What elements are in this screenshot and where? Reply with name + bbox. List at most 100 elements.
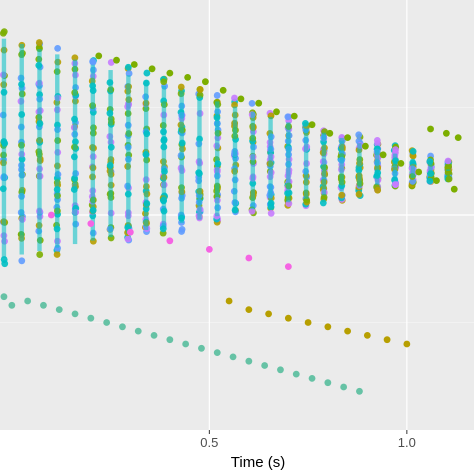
scatter-point: [304, 319, 312, 326]
scatter-point: [143, 80, 149, 231]
scatter-point: [379, 151, 387, 159]
scatter-point: [126, 75, 131, 234]
scatter-point: [71, 54, 79, 62]
scatter-point: [374, 186, 382, 194]
scatter-point: [320, 193, 328, 201]
scatter-point: [18, 257, 26, 265]
scatter-point: [426, 177, 434, 185]
scatter-point: [0, 293, 8, 301]
scatter-point: [255, 99, 263, 107]
scatter-point: [124, 235, 132, 243]
scatter-point: [8, 301, 16, 309]
scatter-point: [403, 340, 411, 348]
scatter-point: [159, 225, 167, 233]
scatter-point: [87, 314, 95, 322]
scatter-point: [95, 52, 103, 60]
x-tick-label: 1.0: [398, 435, 416, 450]
scatter-point: [286, 122, 291, 203]
scatter-point: [290, 112, 298, 120]
scatter-point: [89, 58, 97, 66]
scatter-point: [130, 61, 138, 68]
scatter-point: [250, 111, 255, 210]
scatter-point: [308, 375, 316, 382]
scatter-point: [340, 383, 348, 391]
scatter-point: [150, 332, 158, 339]
scatter-point: [409, 177, 417, 185]
scatter-point: [361, 142, 369, 150]
scatter-point: [54, 44, 62, 52]
scatter-point: [428, 164, 433, 175]
scatter-point: [383, 336, 391, 344]
scatter-point: [113, 56, 120, 64]
scatter-point: [445, 175, 453, 183]
scatter-point: [265, 310, 272, 318]
scatter-point: [0, 28, 8, 36]
scatter-point: [303, 127, 309, 199]
scatter-point: [178, 228, 185, 235]
scatter-point: [215, 101, 220, 217]
scatter-point: [87, 220, 95, 228]
scatter-point: [355, 190, 363, 198]
scatter-point: [261, 362, 269, 369]
scatter-point: [53, 251, 61, 258]
scatter-point: [245, 254, 253, 262]
scatter-point: [391, 181, 399, 188]
x-axis-title: Time (s): [231, 454, 285, 471]
scatter-point: [205, 246, 213, 253]
scatter-point: [231, 94, 238, 102]
scatter-point: [213, 349, 221, 356]
scatter-point: [355, 131, 363, 139]
scatter-point: [426, 158, 434, 165]
scatter-point: [71, 310, 79, 318]
scatter-point: [107, 59, 115, 66]
scatter-point: [182, 340, 190, 348]
scatter-point: [166, 336, 174, 344]
scatter-point: [392, 153, 398, 182]
scatter-point: [410, 158, 415, 178]
scatter-point: [35, 43, 43, 51]
scatter-point: [198, 344, 205, 352]
scatter-point: [125, 70, 133, 77]
scatter-point: [72, 59, 78, 245]
scatter-point: [433, 177, 440, 185]
scatter-point: [344, 134, 351, 142]
scatter-point: [166, 69, 174, 77]
scatter-point: [415, 168, 423, 176]
scatter-point: [1, 38, 7, 259]
scatter-point: [19, 43, 24, 255]
scatter-point: [177, 83, 185, 91]
scatter-point: [196, 86, 204, 93]
scatter-point: [143, 69, 151, 77]
scatter-point: [161, 85, 167, 227]
scatter-point: [284, 113, 292, 121]
scatter-point: [344, 327, 351, 335]
scatter-point: [308, 121, 316, 129]
scatter-point: [450, 185, 458, 193]
scatter-point: [134, 327, 142, 335]
scatter-point: [319, 199, 327, 207]
scatter-point: [55, 306, 63, 313]
scatter-point: [124, 63, 132, 71]
scatter-point: [126, 228, 134, 236]
scatter-point: [213, 92, 221, 99]
x-axis-ticks: 0.5 1.0: [200, 430, 416, 450]
scatter-point: [35, 39, 43, 46]
scatter-point: [24, 297, 32, 305]
scatter-point: [197, 96, 202, 220]
scatter-point: [375, 148, 380, 185]
x-tick-label: 0.5: [200, 435, 218, 450]
scatter-point: [277, 366, 284, 374]
scatter-point: [184, 74, 192, 81]
scatter-point: [324, 379, 332, 387]
scatter-point: [40, 301, 47, 309]
scatter-point: [248, 207, 256, 215]
scatter-point: [267, 209, 275, 217]
scatter-point: [229, 353, 237, 361]
scatter-point: [108, 70, 113, 238]
scatter-point: [446, 169, 451, 171]
scatter-point: [397, 160, 405, 167]
data-points: [0, 28, 462, 395]
scatter-point: [232, 106, 238, 213]
scatter-point: [179, 90, 184, 224]
